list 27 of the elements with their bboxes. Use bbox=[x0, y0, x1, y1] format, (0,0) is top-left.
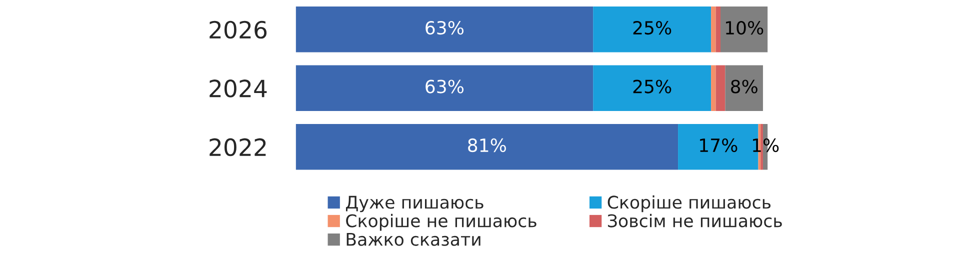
legend-label: Дуже пишаюсь bbox=[346, 196, 484, 212]
bar bbox=[593, 65, 712, 112]
data-label: 25% bbox=[633, 20, 672, 35]
legend-label: Важко сказати bbox=[346, 232, 480, 246]
bar bbox=[725, 65, 763, 112]
bar bbox=[296, 65, 594, 112]
legend-label: Скоріше не пишаюсь bbox=[346, 214, 536, 231]
legend-label: Зовсім не пишаюсь bbox=[608, 214, 782, 228]
data-label: 63% bbox=[426, 80, 464, 94]
data-label: 63% bbox=[426, 20, 464, 35]
bar bbox=[296, 6, 594, 52]
data-label: 81% bbox=[468, 138, 506, 152]
bar bbox=[720, 6, 768, 52]
bar bbox=[716, 65, 726, 112]
y-tick-label: 2026 bbox=[210, 20, 267, 39]
data-label: 25% bbox=[633, 80, 672, 94]
y-tick-label: 2024 bbox=[210, 80, 267, 98]
data-label: 8% bbox=[731, 80, 758, 94]
bar bbox=[716, 6, 721, 52]
bar bbox=[593, 6, 712, 52]
bar bbox=[711, 6, 716, 52]
bar bbox=[711, 65, 716, 112]
data-label: 17% bbox=[700, 138, 738, 152]
data-label: 10% bbox=[726, 20, 764, 35]
legend-label: Скоріше пишаюсь bbox=[608, 195, 771, 212]
y-tick-label: 2022 bbox=[210, 138, 266, 156]
bar bbox=[296, 124, 678, 170]
